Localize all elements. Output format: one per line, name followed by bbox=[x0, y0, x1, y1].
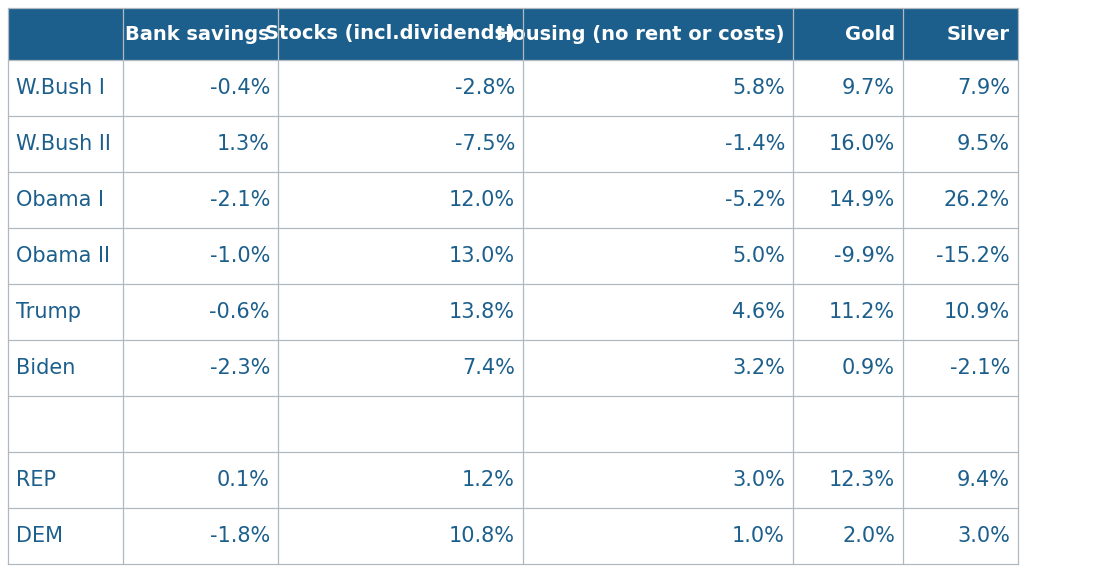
Bar bbox=[8, 452, 1018, 508]
Text: -2.1%: -2.1% bbox=[210, 190, 270, 210]
Text: 11.2%: 11.2% bbox=[829, 302, 895, 322]
Text: 13.0%: 13.0% bbox=[449, 246, 515, 266]
Text: 1.0%: 1.0% bbox=[733, 526, 785, 546]
Text: 12.3%: 12.3% bbox=[829, 470, 895, 490]
Text: Trump: Trump bbox=[16, 302, 81, 322]
Text: -2.3%: -2.3% bbox=[210, 358, 270, 378]
Bar bbox=[8, 284, 1018, 340]
Text: 16.0%: 16.0% bbox=[828, 134, 895, 154]
Text: 14.9%: 14.9% bbox=[828, 190, 895, 210]
Text: -9.9%: -9.9% bbox=[835, 246, 895, 266]
Text: 12.0%: 12.0% bbox=[449, 190, 515, 210]
Text: 5.0%: 5.0% bbox=[733, 246, 785, 266]
Text: -0.6%: -0.6% bbox=[209, 302, 270, 322]
Text: 0.9%: 0.9% bbox=[842, 358, 895, 378]
Text: 10.8%: 10.8% bbox=[449, 526, 515, 546]
Text: 3.0%: 3.0% bbox=[957, 526, 1010, 546]
Text: Housing (no rent or costs): Housing (no rent or costs) bbox=[496, 24, 785, 44]
Text: 3.2%: 3.2% bbox=[733, 358, 785, 378]
Text: -1.4%: -1.4% bbox=[725, 134, 785, 154]
Text: 4.6%: 4.6% bbox=[732, 302, 785, 322]
Text: W.Bush II: W.Bush II bbox=[16, 134, 111, 154]
Text: 10.9%: 10.9% bbox=[944, 302, 1010, 322]
Text: -5.2%: -5.2% bbox=[725, 190, 785, 210]
Bar bbox=[8, 172, 1018, 228]
Text: 5.8%: 5.8% bbox=[733, 78, 785, 98]
Text: 2.0%: 2.0% bbox=[843, 526, 895, 546]
Text: Silver: Silver bbox=[947, 24, 1010, 44]
Text: REP: REP bbox=[16, 470, 56, 490]
Text: 3.0%: 3.0% bbox=[733, 470, 785, 490]
Text: -2.1%: -2.1% bbox=[949, 358, 1010, 378]
Text: 1.2%: 1.2% bbox=[462, 470, 515, 490]
Bar bbox=[8, 60, 1018, 116]
Text: 9.4%: 9.4% bbox=[957, 470, 1010, 490]
Bar bbox=[8, 508, 1018, 564]
Text: 9.7%: 9.7% bbox=[842, 78, 895, 98]
Text: 26.2%: 26.2% bbox=[944, 190, 1010, 210]
Bar bbox=[8, 8, 1018, 60]
Text: 7.4%: 7.4% bbox=[462, 358, 515, 378]
Text: DEM: DEM bbox=[16, 526, 63, 546]
Bar bbox=[8, 340, 1018, 396]
Text: -2.8%: -2.8% bbox=[454, 78, 515, 98]
Text: -7.5%: -7.5% bbox=[454, 134, 515, 154]
Text: -1.0%: -1.0% bbox=[210, 246, 270, 266]
Text: -0.4%: -0.4% bbox=[210, 78, 270, 98]
Text: 0.1%: 0.1% bbox=[217, 470, 270, 490]
Text: 9.5%: 9.5% bbox=[957, 134, 1010, 154]
Text: Biden: Biden bbox=[16, 358, 76, 378]
Text: 13.8%: 13.8% bbox=[449, 302, 515, 322]
Bar bbox=[8, 116, 1018, 172]
Bar bbox=[8, 228, 1018, 284]
Text: -1.8%: -1.8% bbox=[210, 526, 270, 546]
Text: -15.2%: -15.2% bbox=[936, 246, 1010, 266]
Text: Bank savings: Bank savings bbox=[125, 24, 270, 44]
Text: Stocks (incl.dividends): Stocks (incl.dividends) bbox=[265, 24, 515, 44]
Bar bbox=[8, 396, 1018, 452]
Text: Gold: Gold bbox=[845, 24, 895, 44]
Text: 1.3%: 1.3% bbox=[217, 134, 270, 154]
Text: Obama I: Obama I bbox=[16, 190, 104, 210]
Text: W.Bush I: W.Bush I bbox=[16, 78, 104, 98]
Text: 7.9%: 7.9% bbox=[957, 78, 1010, 98]
Text: Obama II: Obama II bbox=[16, 246, 110, 266]
